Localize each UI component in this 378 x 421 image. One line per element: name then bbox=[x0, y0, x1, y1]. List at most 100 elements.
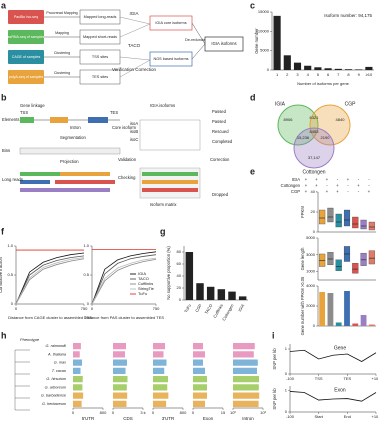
region-count: 37,147 bbox=[308, 155, 321, 160]
y-tick-label: 5000 bbox=[306, 235, 316, 240]
venn-set bbox=[293, 127, 335, 169]
bar bbox=[73, 367, 81, 374]
bar bbox=[335, 322, 342, 326]
species-label: G. arboreum bbox=[45, 385, 66, 389]
final-box bbox=[204, 36, 244, 52]
source-box bbox=[8, 10, 44, 24]
y-tick-label: 60 bbox=[177, 261, 182, 266]
row-name: Cottongen bbox=[281, 183, 301, 188]
panel-label: c bbox=[250, 0, 255, 10]
panel-label: b bbox=[1, 92, 7, 102]
x-tick-label: 9 bbox=[358, 72, 361, 77]
bar bbox=[73, 351, 80, 358]
x-tick-label: 800 bbox=[180, 410, 187, 415]
subplot-title: Exon bbox=[334, 387, 346, 393]
matrix-cell: + bbox=[326, 177, 329, 182]
legend-label: IGIA bbox=[138, 271, 146, 276]
matrix-cell: - bbox=[347, 189, 349, 194]
matrix-cell: + bbox=[326, 189, 329, 194]
region-count: 6321 bbox=[310, 115, 320, 120]
row-name: IGIA bbox=[292, 177, 301, 182]
x-axis-label: Distance from CAGE cluster to assembled … bbox=[8, 315, 92, 320]
species-label: A. thaliana bbox=[47, 352, 66, 356]
exon bbox=[88, 117, 108, 123]
product-text: TSS sites bbox=[92, 55, 108, 59]
line bbox=[289, 349, 377, 362]
y-tick-label: 3000 bbox=[306, 252, 316, 257]
bar bbox=[233, 376, 260, 383]
box bbox=[360, 219, 367, 230]
bar bbox=[153, 376, 168, 383]
b-text: Passed bbox=[212, 119, 227, 124]
bar bbox=[113, 359, 127, 366]
b-text: Rescued bbox=[212, 129, 229, 134]
y-tick-label: 0 bbox=[87, 301, 90, 306]
x-tick-label: 10⁰ bbox=[230, 410, 236, 415]
panel-label: h bbox=[1, 330, 7, 340]
arrow bbox=[119, 16, 151, 25]
arrow bbox=[119, 59, 151, 78]
line bbox=[15, 258, 85, 305]
matrix-cell: + bbox=[368, 189, 371, 194]
bar bbox=[368, 324, 375, 326]
venn-set bbox=[277, 104, 319, 146]
final-text: IGIA isoforms bbox=[211, 41, 236, 46]
panel-label: i bbox=[272, 330, 275, 340]
arrow bbox=[191, 43, 206, 60]
chart-title: Isoform number: 94,175 bbox=[324, 13, 372, 18]
y-axis-label: Cumulative fraction bbox=[0, 256, 3, 293]
y-axis-label: Gene length bbox=[300, 247, 305, 270]
y-axis-label: SNP per kb bbox=[272, 388, 277, 410]
subplot-title: Gene bbox=[334, 345, 346, 351]
source-box bbox=[8, 50, 44, 64]
y-tick-label: 0 bbox=[313, 323, 316, 328]
bar bbox=[113, 367, 126, 374]
species-label: T. cacao bbox=[52, 369, 66, 373]
x-axis-label: Number of isoforms per gene bbox=[297, 81, 350, 86]
bar bbox=[334, 68, 342, 70]
b-text: Validation bbox=[118, 157, 137, 162]
panel-label: f bbox=[1, 226, 5, 236]
bar bbox=[233, 359, 258, 366]
bar bbox=[153, 343, 165, 350]
exon bbox=[20, 117, 34, 123]
x-tick-label: 800 bbox=[100, 410, 107, 415]
b-text: isoA bbox=[130, 121, 138, 126]
x-tick-label: TACO bbox=[204, 303, 214, 315]
region-count: 2190 bbox=[321, 135, 331, 140]
legend-label: StringTie bbox=[138, 286, 155, 291]
region-count: 15,236 bbox=[297, 135, 310, 140]
matrix-cell: + bbox=[336, 189, 339, 194]
y-tick-label: 4000 bbox=[306, 283, 316, 288]
bar bbox=[355, 69, 363, 70]
y-tick-label: 1.0 bbox=[7, 243, 13, 248]
b-text: Dropped bbox=[212, 192, 229, 197]
panel-label: e bbox=[250, 166, 255, 176]
matrix-row bbox=[142, 188, 198, 192]
matrix-cell: + bbox=[347, 177, 350, 182]
line bbox=[91, 251, 157, 305]
product-text: Mapped short-reads bbox=[83, 35, 117, 39]
method-text: TACO bbox=[128, 43, 141, 48]
bar bbox=[153, 351, 164, 358]
region-count: 4840 bbox=[336, 117, 346, 122]
y-tick-label: 1.0 bbox=[83, 243, 89, 248]
bar bbox=[233, 400, 259, 407]
box bbox=[319, 209, 326, 225]
x-tick-label: 8 bbox=[347, 72, 350, 77]
matrix-row bbox=[142, 172, 198, 176]
read bbox=[20, 188, 110, 192]
y-tick-label: 0.5 bbox=[83, 272, 89, 277]
bar bbox=[73, 384, 83, 391]
bar bbox=[113, 376, 128, 383]
tree-label: Phenotype bbox=[20, 337, 40, 342]
bar bbox=[304, 65, 312, 70]
matrix-cell: - bbox=[316, 189, 318, 194]
exon bbox=[50, 117, 68, 123]
bar bbox=[113, 392, 128, 399]
line bbox=[289, 391, 377, 402]
bar bbox=[73, 343, 81, 350]
b-text: isoB bbox=[130, 129, 138, 134]
y-tick-label: 0 bbox=[179, 297, 182, 302]
line bbox=[91, 257, 157, 305]
